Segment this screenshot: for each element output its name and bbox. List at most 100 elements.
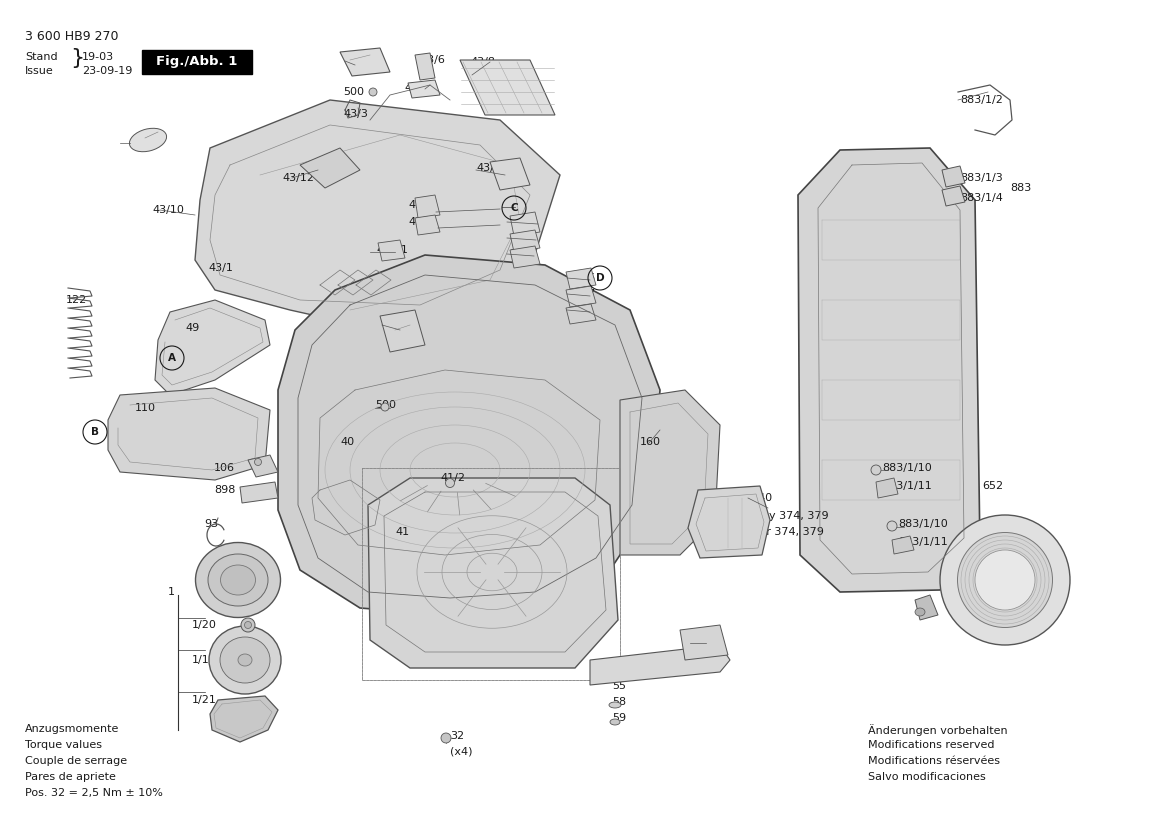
Polygon shape	[210, 696, 278, 742]
Polygon shape	[415, 215, 440, 235]
Text: 110: 110	[134, 403, 155, 413]
Ellipse shape	[609, 702, 621, 708]
Polygon shape	[510, 230, 540, 252]
Polygon shape	[566, 286, 596, 307]
Text: 41: 41	[395, 527, 409, 537]
Text: 140: 140	[752, 493, 773, 503]
Text: 55: 55	[613, 681, 627, 691]
Text: (x4): (x4)	[450, 747, 472, 757]
Text: 93: 93	[205, 519, 219, 529]
Text: 3 600 HB9 270: 3 600 HB9 270	[25, 30, 118, 43]
Text: nur 374, 379: nur 374, 379	[752, 527, 824, 537]
Text: Issue: Issue	[25, 66, 54, 76]
Polygon shape	[248, 455, 278, 477]
Text: 130: 130	[131, 138, 152, 148]
Ellipse shape	[195, 543, 281, 618]
Polygon shape	[408, 80, 440, 98]
Polygon shape	[566, 304, 596, 324]
Text: 500: 500	[375, 400, 396, 410]
Ellipse shape	[130, 128, 166, 152]
Text: 898: 898	[214, 485, 235, 495]
Text: only 374, 379: only 374, 379	[752, 511, 829, 521]
Text: 43/7: 43/7	[404, 83, 429, 93]
Text: 160: 160	[639, 437, 660, 447]
Text: Pos. 32 = 2,5 Nm ± 10%: Pos. 32 = 2,5 Nm ± 10%	[25, 788, 162, 798]
Polygon shape	[459, 60, 555, 115]
Polygon shape	[892, 536, 914, 554]
Text: 58: 58	[613, 697, 627, 707]
Text: Torque values: Torque values	[25, 740, 102, 750]
Text: 43/11: 43/11	[376, 245, 408, 255]
Polygon shape	[942, 186, 964, 206]
Text: 163: 163	[510, 249, 531, 259]
Text: 59: 59	[613, 713, 627, 723]
Polygon shape	[380, 310, 426, 352]
Ellipse shape	[610, 719, 620, 725]
Polygon shape	[680, 625, 728, 660]
Polygon shape	[340, 48, 390, 76]
Text: 78/7: 78/7	[510, 233, 535, 243]
Polygon shape	[415, 195, 440, 218]
FancyBboxPatch shape	[141, 50, 253, 74]
Text: 43/5: 43/5	[408, 217, 433, 227]
Text: 883/1/10: 883/1/10	[898, 519, 948, 529]
Ellipse shape	[975, 550, 1035, 610]
Ellipse shape	[441, 733, 451, 743]
Text: 19-03: 19-03	[82, 52, 115, 62]
Text: 49: 49	[185, 323, 199, 333]
Text: 43/8: 43/8	[470, 57, 494, 67]
Text: }: }	[70, 48, 84, 68]
Text: Anzugsmomente: Anzugsmomente	[25, 724, 119, 734]
Text: 500: 500	[343, 87, 364, 97]
Text: 883/1/11: 883/1/11	[881, 481, 932, 491]
Ellipse shape	[220, 637, 270, 683]
Polygon shape	[510, 212, 540, 236]
Text: 163: 163	[570, 305, 592, 315]
Text: 43/1: 43/1	[208, 263, 233, 273]
Text: 78/6: 78/6	[570, 273, 595, 283]
Text: Couple de serrage: Couple de serrage	[25, 756, 127, 766]
Text: 1/17: 1/17	[192, 655, 217, 665]
Ellipse shape	[238, 654, 253, 666]
Text: Modifications réservées: Modifications réservées	[869, 756, 999, 766]
Ellipse shape	[255, 458, 262, 466]
Text: 32: 32	[450, 731, 464, 741]
Text: 43/2: 43/2	[355, 55, 380, 65]
Text: 652: 652	[982, 481, 1003, 491]
Polygon shape	[155, 300, 270, 395]
Text: A: A	[168, 353, 177, 363]
Text: 106: 106	[214, 463, 235, 473]
Text: Pares de apriete: Pares de apriete	[25, 772, 116, 782]
Text: D: D	[596, 273, 604, 283]
Polygon shape	[510, 246, 540, 268]
Text: B: B	[91, 427, 99, 437]
Polygon shape	[566, 268, 596, 289]
Text: 78/6: 78/6	[510, 217, 535, 227]
Ellipse shape	[915, 608, 925, 616]
Polygon shape	[798, 148, 980, 592]
Polygon shape	[368, 478, 618, 668]
Text: 78/7: 78/7	[570, 289, 595, 299]
Text: C: C	[510, 203, 518, 213]
Ellipse shape	[221, 565, 256, 595]
Text: 43/12: 43/12	[282, 173, 314, 183]
Text: 883: 883	[1010, 183, 1031, 193]
Polygon shape	[278, 255, 660, 615]
Polygon shape	[415, 53, 435, 80]
Ellipse shape	[957, 533, 1052, 628]
Text: 883/1/4: 883/1/4	[960, 193, 1003, 203]
Text: 122: 122	[65, 295, 88, 305]
Polygon shape	[620, 390, 720, 555]
Text: 1: 1	[168, 587, 175, 597]
Ellipse shape	[940, 515, 1070, 645]
Text: Modifications reserved: Modifications reserved	[869, 740, 995, 750]
Polygon shape	[876, 478, 898, 498]
Ellipse shape	[208, 554, 268, 606]
Polygon shape	[590, 645, 729, 685]
Ellipse shape	[381, 403, 389, 411]
Ellipse shape	[887, 521, 897, 531]
Text: 108: 108	[694, 637, 715, 647]
Polygon shape	[300, 148, 360, 188]
Polygon shape	[108, 388, 270, 480]
Polygon shape	[490, 158, 530, 190]
